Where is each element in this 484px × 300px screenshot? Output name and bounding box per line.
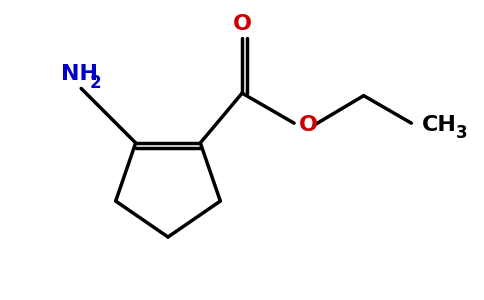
Text: 2: 2 [90,74,101,92]
Text: CH: CH [422,115,457,135]
Text: O: O [299,115,318,135]
Text: NH: NH [60,64,98,84]
Text: O: O [233,14,252,34]
Text: 3: 3 [455,124,467,142]
